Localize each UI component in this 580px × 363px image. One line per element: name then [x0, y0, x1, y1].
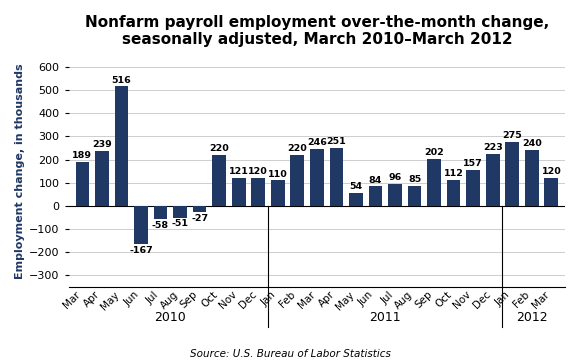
Bar	[505, 142, 519, 206]
Bar	[369, 186, 382, 206]
Text: 275: 275	[502, 131, 522, 140]
Text: 157: 157	[463, 159, 483, 168]
Bar	[349, 193, 362, 206]
Text: 2012: 2012	[516, 311, 548, 324]
Bar	[447, 180, 461, 206]
Text: 2011: 2011	[369, 311, 401, 324]
Text: 202: 202	[424, 148, 444, 157]
Text: 251: 251	[327, 137, 346, 146]
Text: 240: 240	[522, 139, 542, 148]
Text: 112: 112	[444, 169, 463, 178]
Text: 2010: 2010	[154, 311, 186, 324]
Bar	[525, 150, 539, 206]
Bar	[251, 178, 265, 206]
Text: 246: 246	[307, 138, 327, 147]
Text: -167: -167	[129, 246, 153, 255]
Bar	[154, 206, 168, 219]
Text: 516: 516	[111, 76, 131, 85]
Bar	[291, 155, 304, 206]
Bar	[75, 162, 89, 206]
Text: 85: 85	[408, 175, 421, 184]
Bar	[271, 180, 285, 206]
Bar	[486, 154, 499, 206]
Bar	[408, 186, 422, 206]
Bar	[134, 206, 148, 244]
Bar	[115, 86, 128, 206]
Bar	[329, 148, 343, 206]
Bar	[310, 149, 324, 206]
Text: 239: 239	[92, 140, 112, 149]
Bar	[193, 206, 206, 212]
Text: 120: 120	[542, 167, 561, 176]
Text: Source: U.S. Bureau of Labor Statistics: Source: U.S. Bureau of Labor Statistics	[190, 349, 390, 359]
Text: -58: -58	[152, 221, 169, 230]
Text: 189: 189	[72, 151, 92, 160]
Text: 120: 120	[248, 167, 268, 176]
Text: -51: -51	[172, 220, 188, 228]
Text: 220: 220	[288, 144, 307, 153]
Y-axis label: Employment change, in thousands: Employment change, in thousands	[15, 63, 25, 279]
Bar	[466, 170, 480, 206]
Text: 96: 96	[389, 173, 401, 182]
Bar	[232, 178, 245, 206]
Bar	[95, 151, 109, 206]
Text: 84: 84	[369, 176, 382, 184]
Text: 220: 220	[209, 144, 229, 153]
Title: Nonfarm payroll employment over-the-month change,
seasonally adjusted, March 201: Nonfarm payroll employment over-the-mont…	[85, 15, 549, 48]
Text: 110: 110	[268, 170, 288, 179]
Text: 54: 54	[349, 183, 362, 191]
Text: 121: 121	[229, 167, 249, 176]
Text: -27: -27	[191, 214, 208, 223]
Bar	[427, 159, 441, 206]
Bar	[545, 178, 558, 206]
Bar	[212, 155, 226, 206]
Text: 223: 223	[483, 143, 503, 152]
Bar	[173, 206, 187, 217]
Bar	[388, 184, 402, 206]
